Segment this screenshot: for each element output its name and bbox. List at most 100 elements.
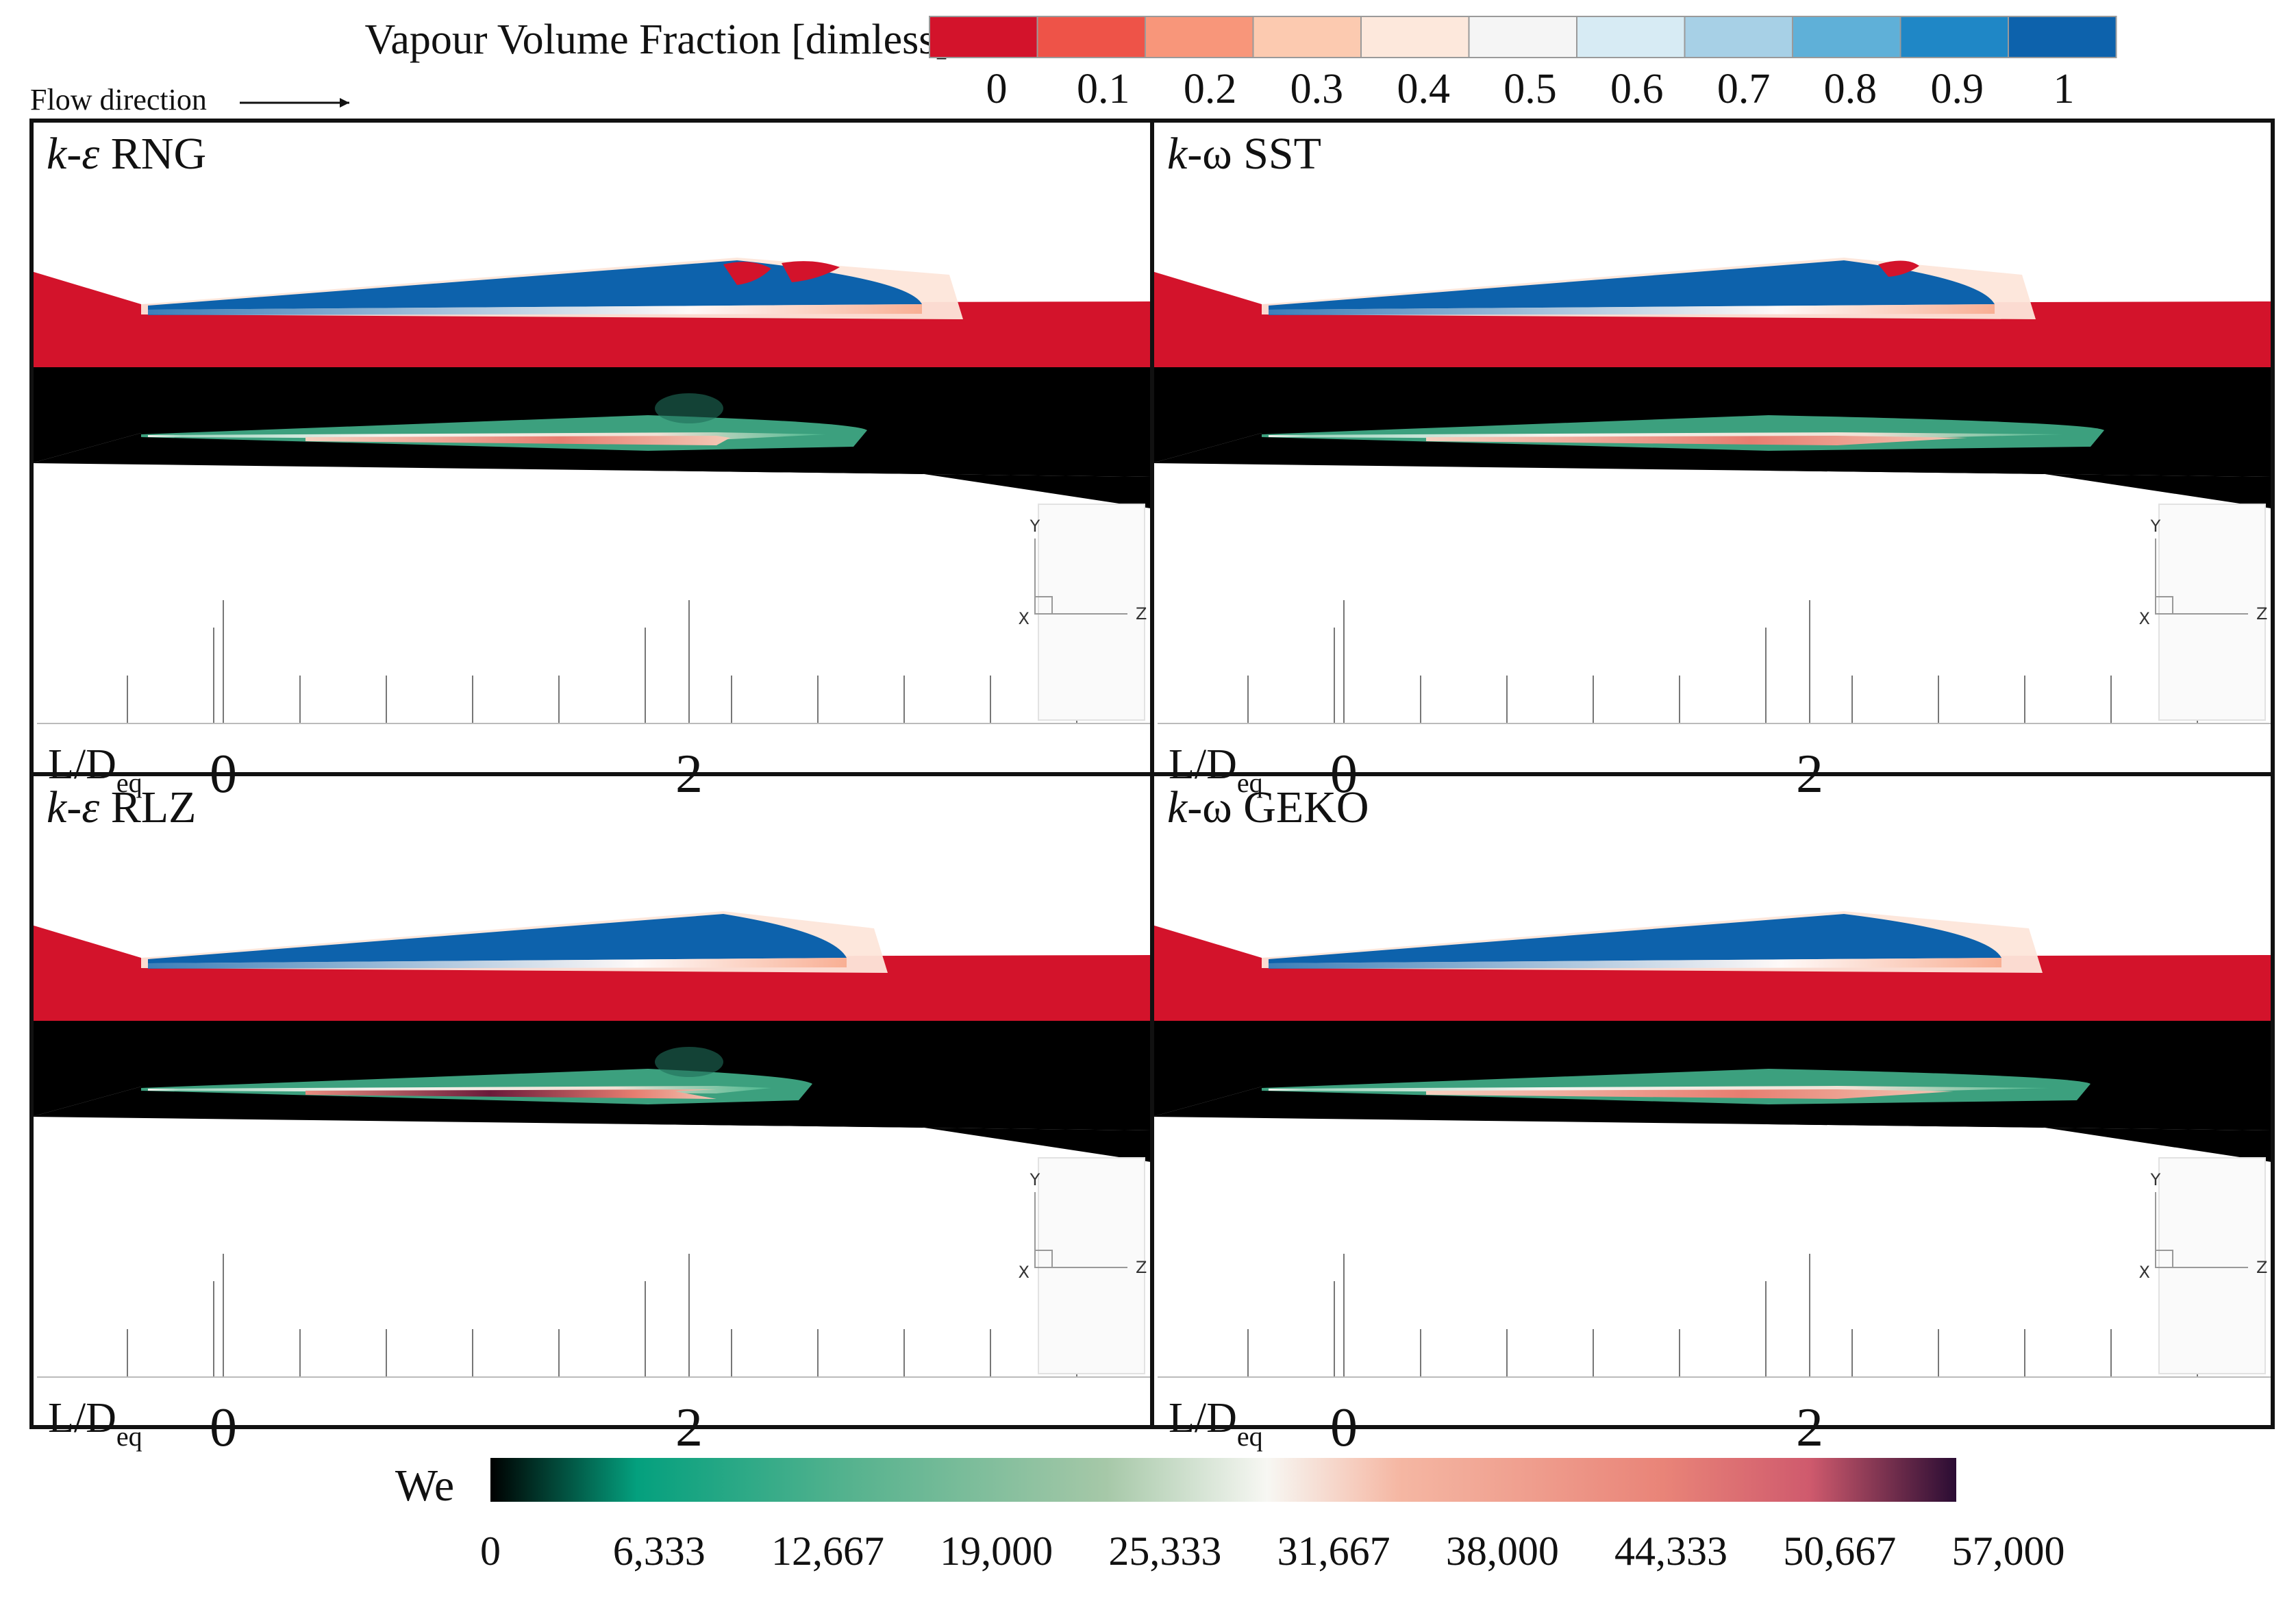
flow-direction-label: Flow direction (30, 83, 207, 116)
we-tick-label: 12,667 (771, 1528, 884, 1574)
vapour-tick-label: 0.7 (1717, 66, 1771, 112)
triad-x-label: X (1019, 1263, 1030, 1282)
vapour-swatch (1792, 16, 1901, 58)
vapour-swatch (1145, 16, 1254, 58)
panel-title: k-ε RLZ (47, 782, 196, 832)
we-tick-label: 57,000 (1952, 1528, 2065, 1574)
triad-box (1038, 1157, 1145, 1374)
vapour-liquid-region (1152, 230, 2271, 367)
vapour-swatch (929, 16, 1038, 58)
vapour-swatch (1468, 16, 1577, 58)
triad-corner (1034, 1250, 1053, 1268)
we-lower-white (32, 433, 1151, 857)
vapour-liquid-region (32, 884, 1151, 1021)
we-legend-colorbar (490, 1458, 1956, 1502)
we-tick-label: 38,000 (1446, 1528, 1559, 1574)
we-lower-white (1152, 1087, 2271, 1511)
panel-title-italic: k- (1167, 782, 1202, 832)
vapour-tick-label: 0.3 (1290, 66, 1344, 112)
triad-y-label: Y (2150, 517, 2161, 536)
panel: YX ZL/Deq 0 2k-ε RNG (32, 129, 1151, 857)
triad-box (1038, 504, 1145, 721)
panel-title-italic: k-ε (47, 129, 99, 179)
vapour-swatch (1684, 16, 1793, 58)
we-core (1426, 1089, 1954, 1099)
we-lower-edge (1152, 1086, 2271, 1162)
we-core (1426, 436, 1967, 445)
panel: YX ZL/Deq 0 2k-ω SST (1152, 129, 2271, 857)
vapour-cavity-edge (148, 958, 847, 969)
panel: YX ZL/Deq 0 2k-ε RLZ (32, 782, 1151, 1511)
vapour-swatch (1252, 16, 1362, 58)
triad-y-label: Y (2150, 1170, 2161, 1189)
vapour-liquid-region (32, 230, 1151, 367)
we-legend-title: We (395, 1461, 454, 1511)
vapour-tick-label: 0.1 (1077, 66, 1130, 112)
we-lower-white (32, 1087, 1151, 1511)
vapour-swatch (1360, 16, 1470, 58)
we-tick-label: 31,667 (1277, 1528, 1390, 1574)
panel-title: k-ω SST (1167, 129, 1321, 179)
vapour-tick-label: 1 (2054, 66, 2075, 112)
triad-corner (1034, 596, 1053, 615)
vapour-tick-label: 0.6 (1610, 66, 1664, 112)
vapour-reentrant-jet (723, 262, 771, 285)
panel-title-text: ω GEKO (1202, 782, 1369, 832)
panel: YX ZL/Deq 0 2k-ω GEKO (1152, 782, 2271, 1511)
triad-z-label: Z (1136, 604, 1147, 623)
panel-title-italic: k- (1167, 129, 1202, 179)
triad-x-label: X (2139, 1263, 2150, 1282)
we-tick-label: 44,333 (1614, 1528, 1727, 1574)
we-tick-label: 50,667 (1783, 1528, 1896, 1574)
vapour-reentrant-jet (782, 261, 840, 282)
vapour-tick-label: 0.2 (1184, 66, 1237, 112)
we-tick-label: 0 (480, 1528, 501, 1574)
triad-corner (2155, 596, 2173, 615)
vapour-cavity-edge (1269, 304, 1995, 315)
vapour-swatch (1036, 16, 1146, 58)
vapour-swatch (1576, 16, 1686, 58)
vapour-swatch (2008, 16, 2117, 58)
we-core (305, 436, 730, 445)
triad-z-label: Z (1136, 1258, 1147, 1277)
we-tick-label: 19,000 (940, 1528, 1053, 1574)
vapour-tick-label: 0.4 (1397, 66, 1450, 112)
vapour-legend-colorbar (929, 16, 2117, 58)
vapour-liquid-region (1152, 884, 2271, 1021)
triad-z-label: Z (2256, 604, 2267, 623)
we-tick-label: 6,333 (613, 1528, 706, 1574)
vapour-legend-title: Vapour Volume Fraction [dimless] (364, 16, 949, 63)
we-tick-label: 25,333 (1108, 1528, 1221, 1574)
triad-x-label: X (1019, 609, 1030, 628)
vapour-tick-label: 0.9 (1930, 66, 1984, 112)
we-lower-edge (32, 1086, 1151, 1162)
we-lower-white (1152, 433, 2271, 857)
panel-title: k-ε RNG (47, 129, 206, 179)
vapour-cavity (148, 260, 922, 310)
panel-title-text: ω SST (1202, 129, 1321, 179)
triad-x-label: X (2139, 609, 2150, 628)
panel-title: k-ω GEKO (1167, 782, 1369, 832)
vapour-tick-label: 0.8 (1824, 66, 1877, 112)
triad-corner (2155, 1250, 2173, 1268)
we-lower-edge (1152, 432, 2271, 508)
vapour-cavity (148, 914, 847, 963)
vapour-legend-ticks: 0 0.1 0.2 0.3 0.4 0.5 0.6 0.7 0.8 0.9 1 (986, 66, 2075, 112)
vapour-swatch (1899, 16, 2009, 58)
vapour-cavity (1269, 914, 2001, 963)
we-core (305, 1089, 716, 1099)
we-vortex-blob (655, 1047, 723, 1077)
triad-z-label: Z (2256, 1258, 2267, 1277)
vapour-cavity-edge (1269, 958, 2001, 969)
panel-title-text: RLZ (99, 782, 196, 832)
we-lower-edge (32, 432, 1151, 508)
flow-direction-arrowhead (340, 98, 349, 108)
vapour-cavity (1269, 260, 1995, 310)
panel-title-italic: k-ε (47, 782, 99, 832)
vapour-cavity-edge (148, 304, 922, 315)
triad-box (2158, 504, 2266, 721)
triad-y-label: Y (1030, 517, 1040, 536)
panel-title-text: RNG (99, 129, 206, 179)
